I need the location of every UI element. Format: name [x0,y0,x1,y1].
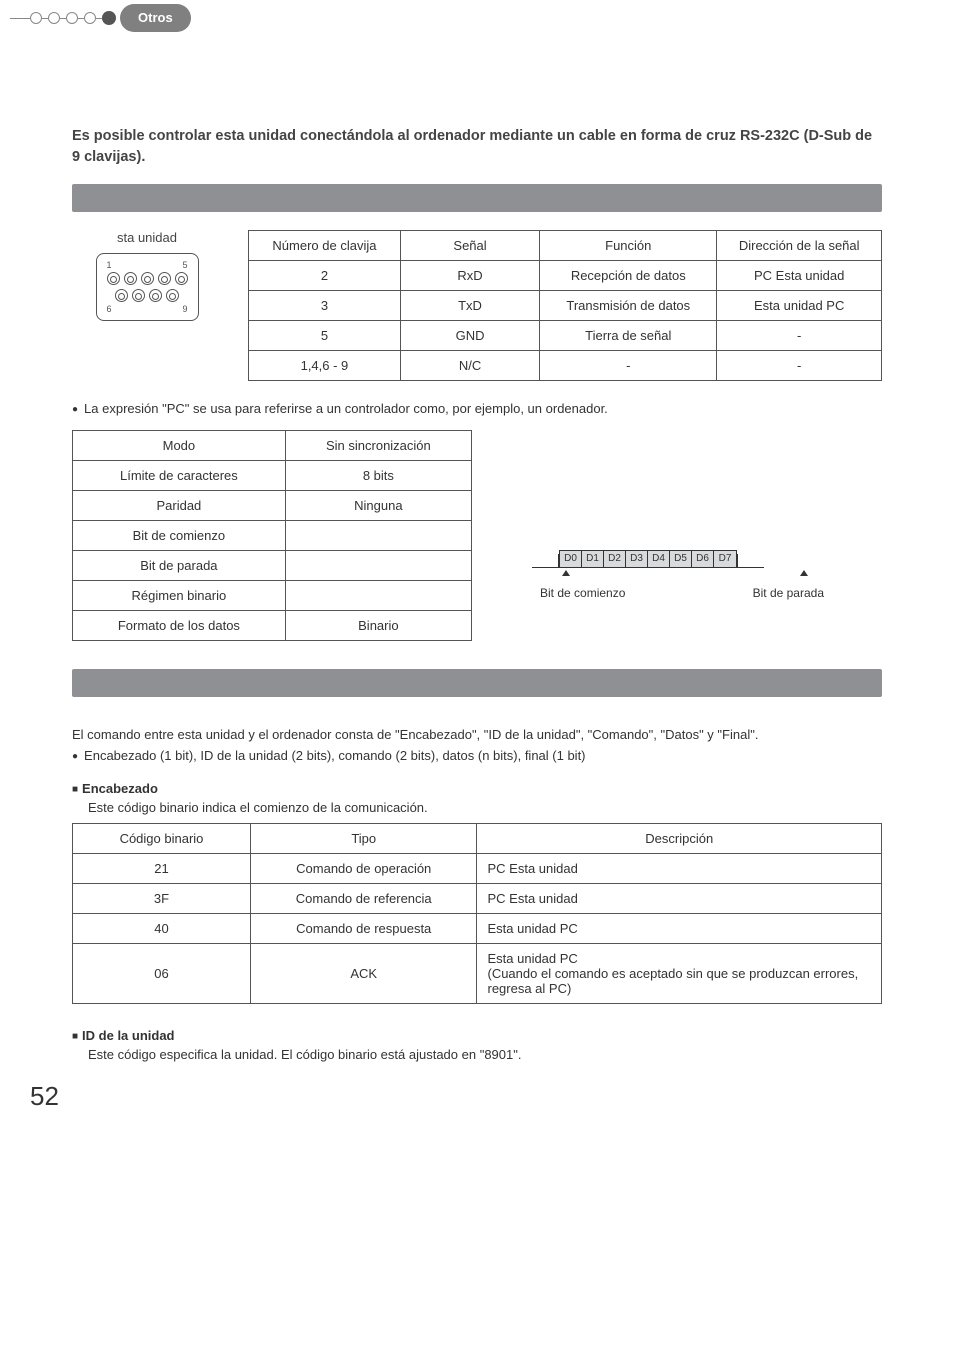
pin-num-5: 5 [182,260,187,270]
bit-diagram: D0 D1 D2 D3 D4 D5 D6 D7 [532,550,832,600]
pin-th-3: Dirección de la señal [717,231,882,261]
pin-num-1: 1 [107,260,112,270]
table-row: Código binario Tipo Descripción [73,824,882,854]
encabezado-table: Código binario Tipo Descripción 21Comand… [72,823,882,1004]
pin-th-2: Función [540,231,717,261]
bit-start-label: Bit de comienzo [540,586,625,600]
breadcrumb-pill: Otros [120,4,191,32]
encabezado-sub: Este código binario indica el comienzo d… [88,800,882,815]
pin-table: Número de clavija Señal Función Direcció… [248,230,882,381]
table-row: 06ACKEsta unidad PC (Cuando el comando e… [73,944,882,1004]
table-row: 1,4,6 - 9N/C-- [249,351,882,381]
table-row: Límite de caracteres8 bits [73,461,472,491]
breadcrumb-label: Otros [138,10,173,25]
breadcrumb-chain [10,11,116,25]
table-row: 3TxDTransmisión de datosEsta unidad PC [249,291,882,321]
pin-th-1: Señal [400,231,539,261]
command-bullet: Encabezado (1 bit), ID de la unidad (2 b… [72,748,882,763]
table-row: 21Comando de operaciónPC Esta unidad [73,854,882,884]
intro-text: Es posible controlar esta unidad conectá… [72,126,882,168]
table-row: Formato de los datosBinario [73,611,472,641]
bit-stop-label: Bit de parada [753,586,824,600]
encabezado-heading: ■Encabezado [72,781,882,796]
table-row: Bit de comienzo [73,521,472,551]
table-row: Número de clavija Señal Función Direcció… [249,231,882,261]
id-heading: ■ID de la unidad [72,1028,882,1043]
command-intro: El comando entre esta unidad y el ordena… [72,727,882,742]
page-number: 52 [30,1081,59,1112]
connector-block: sta unidad 1 5 6 9 [72,230,222,321]
table-row: ModoSin sincronización [73,431,472,461]
section-bar-2 [72,669,882,697]
comm-params-table: ModoSin sincronización Límite de caracte… [72,430,472,641]
pc-note: La expresión "PC" se usa para referirse … [72,401,882,416]
unit-label: sta unidad [72,230,222,245]
table-row: Régimen binario [73,581,472,611]
top-bar: Otros [0,0,954,36]
arrow-up-icon [800,570,808,576]
arrow-up-icon [562,570,570,576]
table-row: 5GNDTierra de señal- [249,321,882,351]
section-bar-1 [72,184,882,212]
id-sub: Este código especifica la unidad. El cód… [88,1047,882,1062]
pin-th-0: Número de clavija [249,231,401,261]
table-row: 40Comando de respuestaEsta unidad PC [73,914,882,944]
pin-num-9: 9 [182,304,187,314]
table-row: 3FComando de referenciaPC Esta unidad [73,884,882,914]
pin-num-6: 6 [107,304,112,314]
table-row: ParidadNinguna [73,491,472,521]
connector-diagram: 1 5 6 9 [96,253,199,321]
table-row: Bit de parada [73,551,472,581]
table-row: 2RxDRecepción de datosPC Esta unidad [249,261,882,291]
